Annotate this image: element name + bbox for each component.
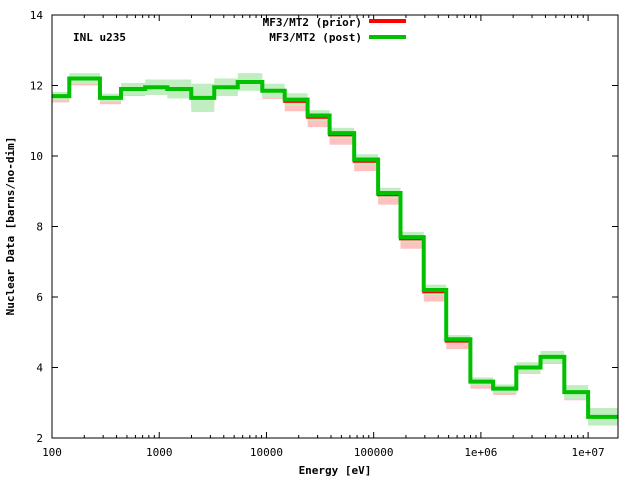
x-tick-label: 1e+06 [464,446,497,459]
y-tick-label: 2 [36,432,43,445]
x-tick-label: 1e+07 [572,446,605,459]
legend: MF3/MT2 (prior) MF3/MT2 (post) [263,16,406,44]
y-tick-label: 8 [36,221,43,234]
x-tick-label: 1000 [146,446,173,459]
y-tick-label: 14 [30,9,44,22]
series-line-post [52,76,618,419]
x-axis-label: Energy [eV] [299,464,372,477]
y-tick-label: 4 [36,362,43,375]
uncertainty-bands [52,73,618,426]
y-axis-label: Nuclear Data [barns/no-dim] [4,137,17,316]
x-tick-label: 100000 [354,446,394,459]
x-tick-label: 100 [42,446,62,459]
legend-label-post: MF3/MT2 (post) [269,31,362,44]
legend-label-prior: MF3/MT2 (prior) [263,16,362,29]
series-lines [52,76,618,419]
chart-annotation: INL u235 [73,31,126,44]
plot-frame [51,14,619,439]
y-tick-label: 10 [30,150,43,163]
y-tick-label: 6 [36,291,43,304]
x-tick-label: 10000 [250,446,283,459]
band-prior [446,338,471,350]
y-tick-label: 12 [30,80,43,93]
axis-ticks: 2 4 6 8 10 12 14 100 1000 10000 100000 1e+06 1e+07 [30,9,618,459]
